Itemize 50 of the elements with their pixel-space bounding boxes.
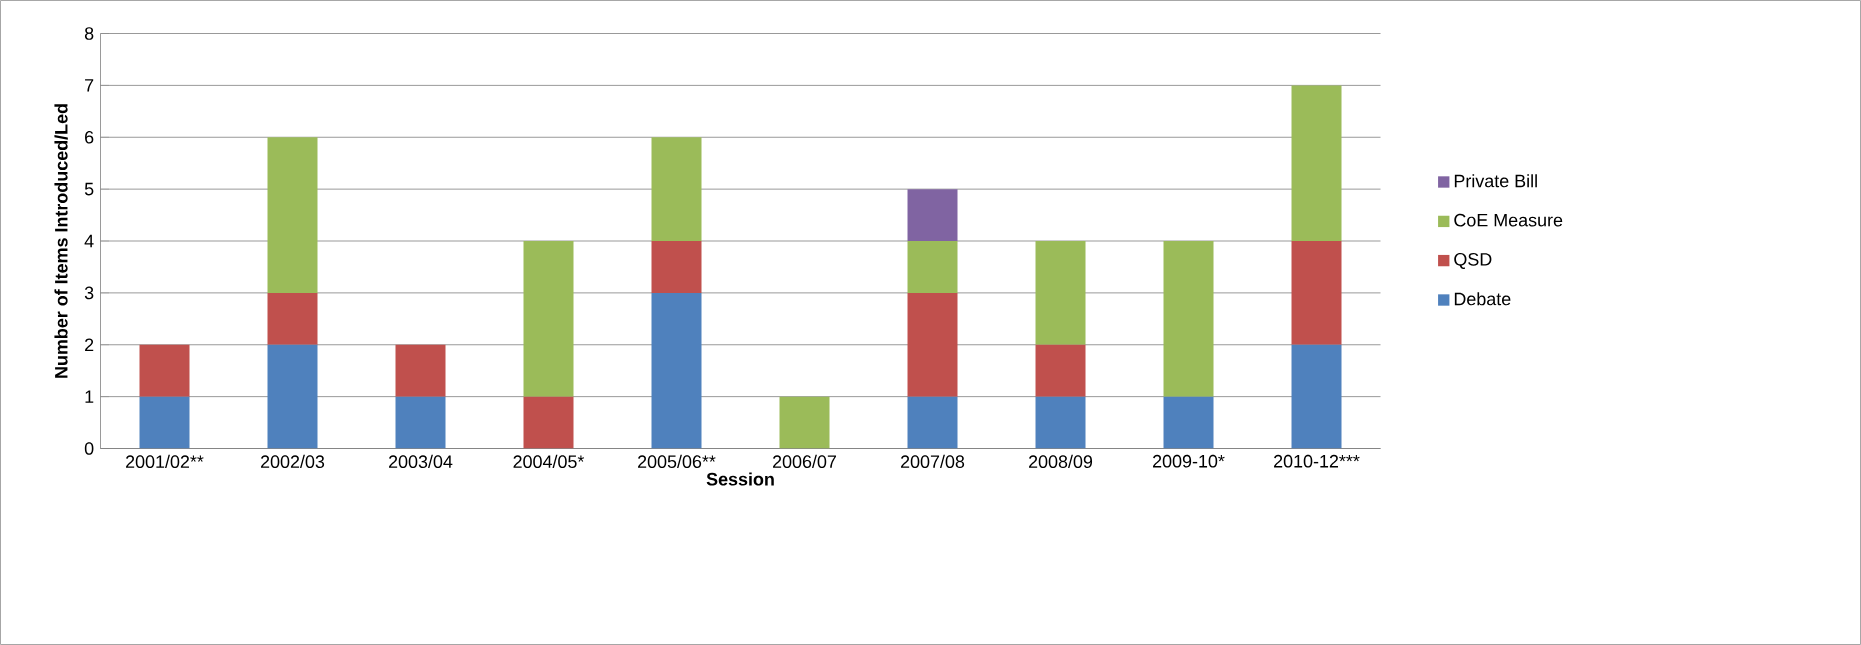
x-tick-label: 2002/03 (261, 454, 325, 469)
y-tick-label: 4 (84, 234, 94, 248)
x-tick-label: 2008/09 (1029, 454, 1093, 469)
y-tick-label: 3 (84, 286, 94, 300)
bar (1291, 344, 1342, 449)
bar (907, 396, 958, 449)
bar (779, 396, 830, 449)
bar (1035, 396, 1086, 449)
bar (395, 344, 446, 397)
bar (651, 241, 702, 293)
y-tick-label: 2 (85, 338, 94, 352)
x-tick-label: 2007/08 (901, 454, 965, 469)
x-tick-label: 2010-12*** (1274, 454, 1360, 468)
bar (1163, 241, 1214, 397)
legend-label: CoE Measure (1454, 213, 1563, 227)
y-tick-label: 5 (84, 182, 94, 196)
bar (267, 292, 318, 345)
bar (139, 344, 190, 397)
y-tick-label: 1 (85, 390, 94, 403)
y-tick-label: 6 (85, 130, 94, 144)
bar (139, 396, 190, 449)
bar (267, 137, 318, 293)
y-tick-label: 8 (84, 27, 94, 40)
x-tick-label: 2001/02** (126, 454, 204, 469)
y-tick-label: 7 (85, 79, 94, 92)
bar (1291, 241, 1342, 345)
bar (651, 137, 702, 241)
bar (907, 292, 958, 397)
bar (1291, 85, 1342, 241)
bar (1035, 241, 1086, 345)
x-tick-label: 2003/04 (389, 454, 453, 469)
bar (267, 344, 318, 449)
x-tick-label: 2006/07 (773, 454, 836, 469)
bar (1163, 396, 1214, 449)
y-axis-title: Number of Items Introduced/Led (54, 104, 68, 378)
x-tick-label: 2005/06** (638, 454, 716, 469)
bar (523, 396, 574, 449)
bar (395, 396, 446, 449)
bar (651, 292, 702, 449)
bar (907, 241, 958, 293)
bar (907, 189, 958, 241)
legend-label: Debate (1454, 292, 1511, 306)
x-tick-label: 2004/05* (513, 454, 585, 469)
bar (523, 241, 574, 397)
x-axis-title: Session (706, 472, 774, 486)
x-tick-label: 2009-10* (1153, 454, 1225, 468)
y-tick-label: 0 (84, 442, 94, 455)
legend-label: Private Bill (1454, 174, 1537, 188)
legend-label: QSD (1454, 252, 1492, 269)
bar (1035, 344, 1086, 397)
